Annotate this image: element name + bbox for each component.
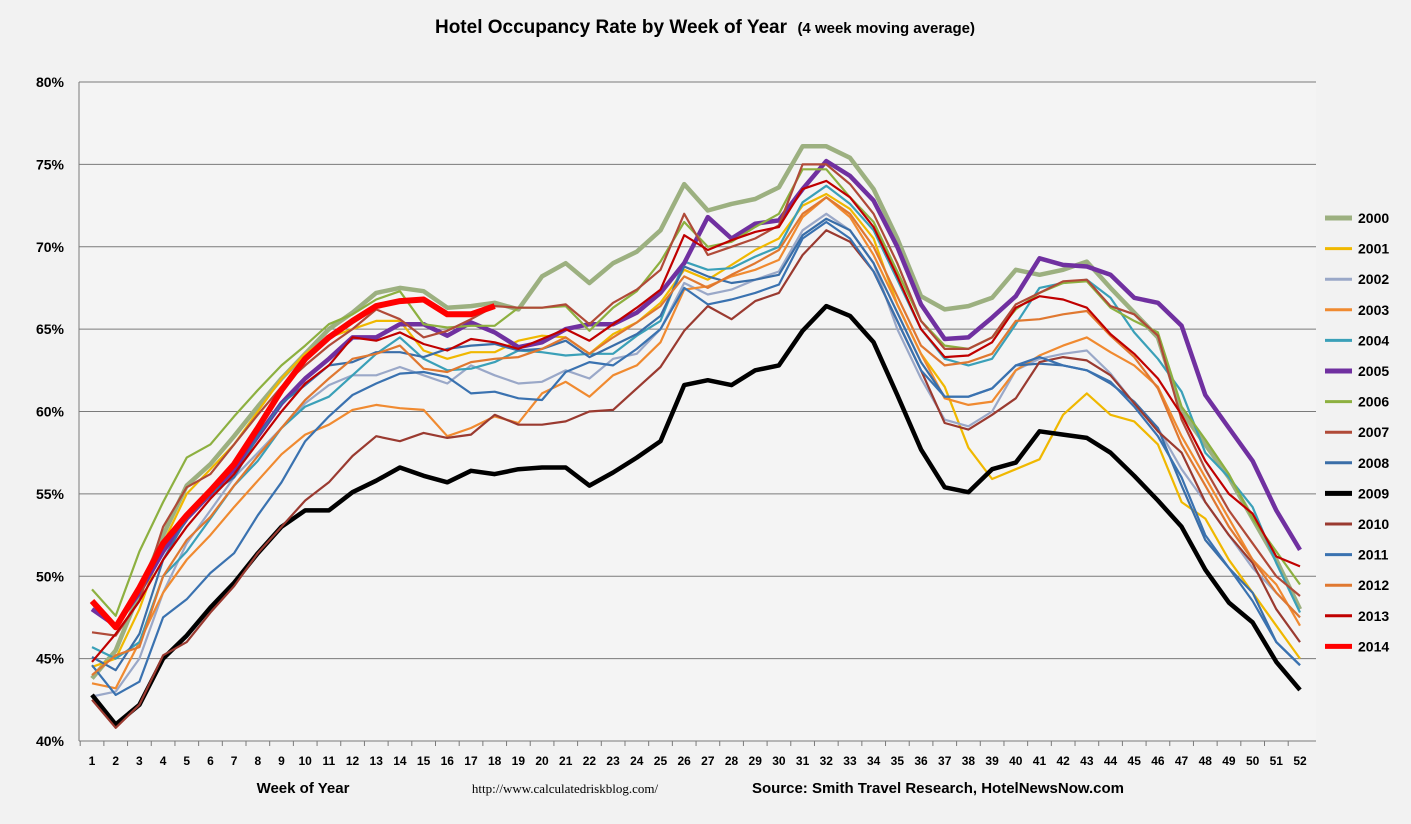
- x-tick-label: 41: [1033, 754, 1047, 768]
- x-tick-label: 21: [559, 754, 573, 768]
- series-line-2003: [91, 196, 1301, 690]
- x-tick-label: 27: [701, 754, 715, 768]
- x-tick-label: 50: [1246, 754, 1260, 768]
- x-tick-label: 38: [962, 754, 976, 768]
- chart-title-group: Hotel Occupancy Rate by Week of Year (4 …: [435, 17, 975, 38]
- x-tick-label: 19: [512, 754, 526, 768]
- x-tick-label: 40: [1009, 754, 1023, 768]
- legend-label-2005: 2005: [1358, 363, 1389, 379]
- x-tick-label: 22: [583, 754, 597, 768]
- x-tick-label: 33: [843, 754, 857, 768]
- x-tick-label: 51: [1270, 754, 1284, 768]
- legend-label-2011: 2011: [1358, 547, 1389, 563]
- x-tick-label: 24: [630, 754, 644, 768]
- x-axis-label: Week of Year: [257, 780, 350, 797]
- y-tick-label: 80%: [36, 74, 65, 90]
- x-tick-label: 45: [1128, 754, 1142, 768]
- x-tick-label: 25: [654, 754, 668, 768]
- x-tick-label: 20: [535, 754, 549, 768]
- x-tick-label: 5: [183, 754, 190, 768]
- x-tick-label: 52: [1293, 754, 1307, 768]
- legend-label-2008: 2008: [1358, 455, 1389, 471]
- series-line-2012: [91, 196, 1301, 676]
- legend-label-2004: 2004: [1358, 332, 1389, 348]
- legend-label-2009: 2009: [1358, 485, 1389, 501]
- series-line-2013: [91, 179, 1301, 663]
- y-tick-label: 75%: [36, 156, 65, 172]
- x-tick-label: 7: [231, 754, 238, 768]
- series-line-2010: [91, 229, 1301, 729]
- series-line-2011: [91, 220, 1301, 697]
- x-tick-label: 28: [725, 754, 739, 768]
- chart-subtitle: (4 week moving average): [797, 20, 975, 37]
- x-tick-label: 35: [891, 754, 905, 768]
- series-line-2005: [90, 158, 1302, 628]
- x-tick-label: 14: [393, 754, 407, 768]
- legend-label-2007: 2007: [1358, 424, 1389, 440]
- series-lines: [89, 144, 1303, 729]
- x-tick-label: 15: [417, 754, 431, 768]
- x-tick-label: 1: [89, 754, 96, 768]
- chart-title: Hotel Occupancy Rate by Week of Year: [435, 17, 788, 38]
- x-tick-label: 18: [488, 754, 502, 768]
- series-line-2004: [91, 184, 1301, 660]
- x-tick-label: 43: [1080, 754, 1094, 768]
- x-tick-label: 6: [207, 754, 214, 768]
- legend-label-2013: 2013: [1358, 608, 1389, 624]
- x-tick-label: 12: [346, 754, 360, 768]
- y-tick-label: 50%: [36, 568, 65, 584]
- x-tick-label: 17: [464, 754, 478, 768]
- x-tick-label: 49: [1222, 754, 1236, 768]
- gridlines: [78, 81, 1316, 742]
- x-tick-label: 26: [677, 754, 691, 768]
- series-line-2001: [91, 192, 1301, 668]
- x-tick-label: 13: [370, 754, 384, 768]
- x-tick-label: 34: [867, 754, 881, 768]
- x-tick-label: 3: [136, 754, 143, 768]
- x-tick-label: 37: [938, 754, 952, 768]
- x-tick-label: 11: [323, 754, 336, 768]
- x-tick-label: 29: [749, 754, 763, 768]
- legend: 2000 2001 2002 2003 2004 2005 2006 2007 2008 2009…: [1325, 210, 1389, 654]
- y-axis-ticks: 40% 45% 50% 55% 60% 65% 70% 75% 80%: [36, 74, 65, 749]
- x-tick-label: 47: [1175, 754, 1189, 768]
- x-tick-label: 32: [820, 754, 834, 768]
- x-tick-label: 30: [772, 754, 786, 768]
- y-tick-label: 60%: [36, 404, 65, 420]
- x-tick-label: 16: [441, 754, 455, 768]
- x-tick-label: 36: [914, 754, 928, 768]
- legend-label-2002: 2002: [1358, 271, 1389, 287]
- x-tick-label: 46: [1151, 754, 1165, 768]
- legend-label-2014: 2014: [1358, 638, 1389, 654]
- x-tick-label: 8: [254, 754, 261, 768]
- series-line-2009: [90, 303, 1302, 727]
- x-tick-label: 2: [112, 754, 119, 768]
- y-tick-label: 45%: [36, 651, 65, 667]
- series-line-2014: [89, 296, 496, 631]
- y-tick-label: 65%: [36, 321, 65, 337]
- x-tick-label: 42: [1056, 754, 1070, 768]
- legend-label-2006: 2006: [1358, 394, 1389, 410]
- legend-label-2001: 2001: [1358, 241, 1389, 257]
- y-tick-label: 55%: [36, 486, 65, 502]
- legend-label-2003: 2003: [1358, 302, 1389, 318]
- x-tick-label: 39: [985, 754, 999, 768]
- y-tick-label: 70%: [36, 239, 65, 255]
- x-tick-label: 23: [606, 754, 620, 768]
- x-tick-label: 10: [298, 754, 312, 768]
- y-tick-label: 40%: [36, 733, 65, 749]
- legend-label-2012: 2012: [1358, 577, 1389, 593]
- x-tick-label: 31: [796, 754, 810, 768]
- x-axis-ticks: 1 2 3 4 5 6 7 8 9 10 11 12 13 14 15 16 17 18 19 20 21 22 23 24 2…: [79, 741, 1307, 768]
- x-tick-label: 48: [1199, 754, 1213, 768]
- x-tick-label: 9: [278, 754, 285, 768]
- x-tick-label: 44: [1104, 754, 1118, 768]
- source-url: http://www.calculatedriskblog.com/: [472, 781, 659, 796]
- legend-label-2010: 2010: [1358, 516, 1389, 532]
- legend-label-2000: 2000: [1358, 210, 1389, 226]
- x-tick-label: 4: [160, 754, 167, 768]
- source-credit: Source: Smith Travel Research, HotelNews…: [752, 780, 1124, 797]
